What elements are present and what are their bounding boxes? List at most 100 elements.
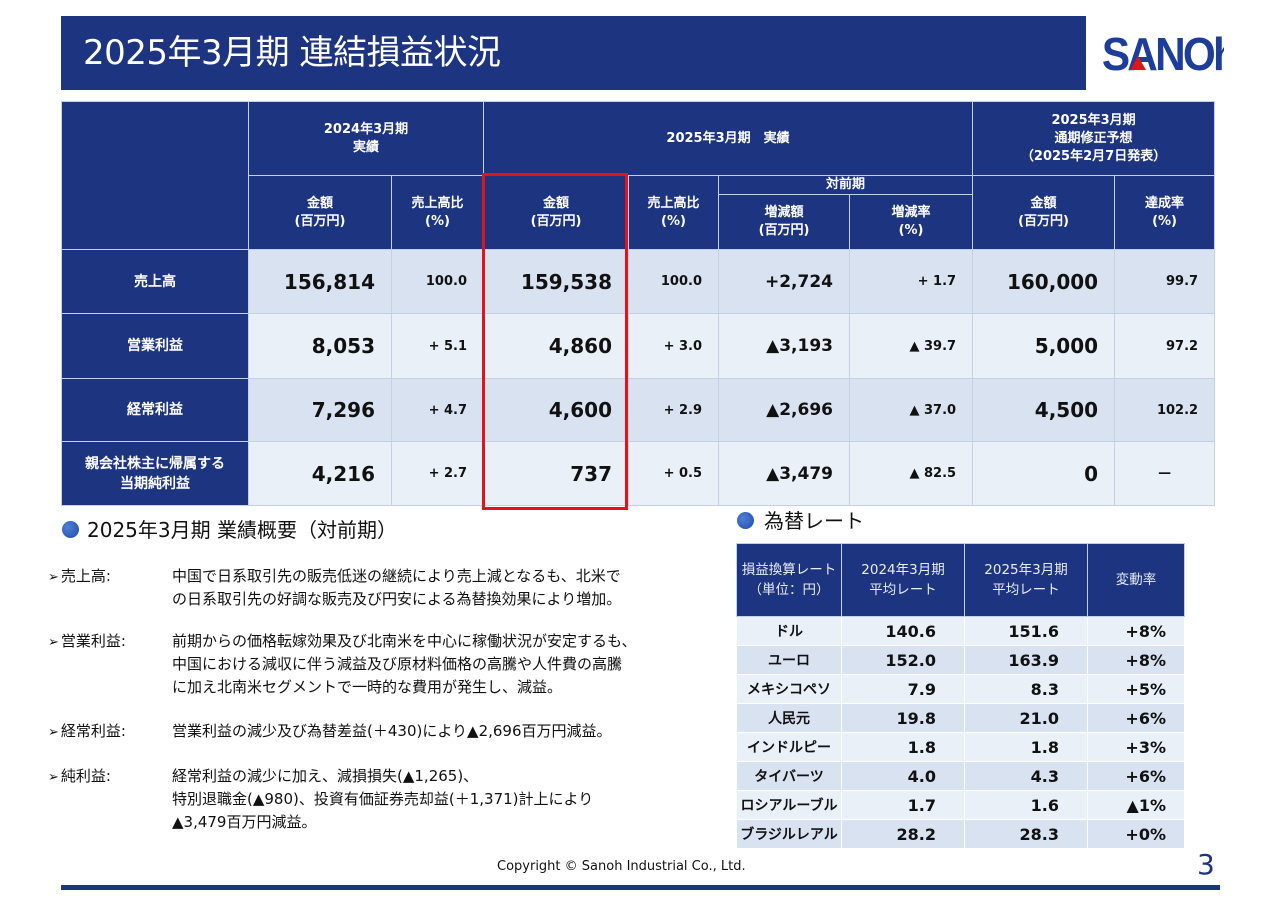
achievement: 97.2 <box>1114 313 1216 379</box>
arrow-bullet-icon: ➢ <box>48 770 59 785</box>
bullet-icon <box>62 521 79 538</box>
fx-row-inr: インドルピー 1.8 1.8 +3% <box>736 732 1185 762</box>
cur-rate: 151.6 <box>964 616 1088 646</box>
fc-amount: 0 <box>972 441 1116 506</box>
table-row-net-income: 親会社株主に帰属する 当期純利益 4,216 + 2.7 737 + 0.5 ▲3… <box>61 441 1216 506</box>
fc-amount: 4,500 <box>972 378 1116 442</box>
currency-name: インドルピー <box>736 732 842 762</box>
change-rate: +6% <box>1087 703 1185 733</box>
currency-name: メキシコペソ <box>736 674 842 704</box>
fc-amount: 160,000 <box>972 249 1116 314</box>
summary-heading: 2025年3月期 業績概要（対前期） <box>62 516 397 544</box>
fx-header-change: 変動率 <box>1087 543 1185 617</box>
cur-rate: 8.3 <box>964 674 1088 704</box>
bullet-icon <box>737 512 754 529</box>
fx-header-unit: 損益換算レート （単位：円） <box>736 543 842 617</box>
col-chg-amount: 増減額 (百万円) <box>720 195 851 249</box>
chg-amount: ▲3,479 <box>718 441 851 506</box>
change-rate: +0% <box>1087 819 1185 849</box>
col-achievement: 達成率 (%) <box>1114 175 1216 250</box>
prev-amount: 8,053 <box>248 313 392 379</box>
cur-ratio: 100.0 <box>628 249 720 314</box>
cur-rate: 21.0 <box>964 703 1088 733</box>
header-prev-year: 2024年3月期 実績 <box>247 101 485 176</box>
sanoh-logo: SANOh <box>1102 29 1224 76</box>
row-label: 営業利益 <box>61 313 249 379</box>
change-rate: +5% <box>1087 674 1185 704</box>
col-fc-amount: 金額 (百万円) <box>972 175 1116 250</box>
fx-row-eur: ユーロ 152.0 163.9 +8% <box>736 645 1185 675</box>
table-row-operating-income: 営業利益 8,053 + 5.1 4,860 + 3.0 ▲3,193 ▲ 39… <box>61 313 1216 379</box>
col-yoy-group: 対前期 増減額 (百万円) 増減率 (%) <box>718 175 974 250</box>
change-rate: +8% <box>1087 616 1185 646</box>
fx-rate-table: 損益換算レート （単位：円） 2024年3月期 平均レート 2025年3月期 平均レー… <box>736 543 1185 849</box>
prev-ratio: 100.0 <box>390 249 485 314</box>
cur-rate: 1.8 <box>964 732 1088 762</box>
chg-amount: +2,724 <box>718 249 851 314</box>
prev-rate: 19.8 <box>841 703 965 733</box>
fx-row-mxn: メキシコペソ 7.9 8.3 +5% <box>736 674 1185 704</box>
fx-header-prev: 2024年3月期 平均レート <box>841 543 965 617</box>
fc-amount: 5,000 <box>972 313 1116 379</box>
currency-name: タイバーツ <box>736 761 842 791</box>
footer-divider <box>61 885 1220 890</box>
currency-name: ブラジルレアル <box>736 819 842 849</box>
cur-rate: 4.3 <box>964 761 1088 791</box>
fx-row-brl: ブラジルレアル 28.2 28.3 +0% <box>736 819 1185 849</box>
table-row-sales: 売上高 156,814 100.0 159,538 100.0 +2,724 +… <box>61 249 1216 314</box>
fx-row-cny: 人民元 19.8 21.0 +6% <box>736 703 1185 733</box>
prev-rate: 140.6 <box>841 616 965 646</box>
change-rate: +6% <box>1087 761 1185 791</box>
col-cur-amount: 金額 (百万円) <box>483 175 630 250</box>
chg-rate: + 1.7 <box>849 249 974 314</box>
prev-amount: 4,216 <box>248 441 392 506</box>
summary-item-sales: ➢ 売上高: 中国で日系取引先の販売低迷の継続により売上減となるも、北米で の日系取… <box>48 567 622 608</box>
cur-ratio: + 0.5 <box>628 441 720 506</box>
prev-rate: 1.8 <box>841 732 965 762</box>
svg-text:SANOh: SANOh <box>1102 29 1224 76</box>
table-row-ordinary-income: 経常利益 7,296 + 4.7 4,600 + 2.9 ▲2,696 ▲ 37… <box>61 378 1216 442</box>
summary-item-operating-income: ➢ 営業利益: 前期からの価格転嫁効果及び北南米を中心に稼働状況が安定するも、 中国… <box>48 632 637 696</box>
row-label: 売上高 <box>61 249 249 314</box>
page-title: 2025年3月期 連結損益状況 <box>61 16 1086 90</box>
fx-row-rub: ロシアルーブル 1.7 1.6 ▲1% <box>736 790 1185 820</box>
prev-ratio: + 2.7 <box>390 441 485 506</box>
achievement: — <box>1114 441 1216 506</box>
page-number: 3 <box>1197 848 1215 881</box>
cur-amount: 159,538 <box>483 249 630 314</box>
copyright: Copyright © Sanoh Industrial Co., Ltd. <box>497 859 746 874</box>
arrow-bullet-icon: ➢ <box>48 570 59 585</box>
cur-rate: 163.9 <box>964 645 1088 675</box>
row-label: 親会社株主に帰属する 当期純利益 <box>61 441 249 506</box>
change-rate: +3% <box>1087 732 1185 762</box>
prev-rate: 152.0 <box>841 645 965 675</box>
prev-ratio: + 5.1 <box>390 313 485 379</box>
summary-item-net-income: ➢ 純利益: 経常利益の減少に加え、減損損失(▲1,265)、 特別退職金(▲980… <box>48 767 594 831</box>
achievement: 102.2 <box>1114 378 1216 442</box>
cur-amount: 737 <box>483 441 630 506</box>
cur-rate: 28.3 <box>964 819 1088 849</box>
cur-ratio: + 3.0 <box>628 313 720 379</box>
prev-rate: 28.2 <box>841 819 965 849</box>
cur-ratio: + 2.9 <box>628 378 720 442</box>
header-current-year: 2025年3月期 実績 <box>483 101 974 176</box>
chg-amount: ▲3,193 <box>718 313 851 379</box>
fx-row-usd: ドル 140.6 151.6 +8% <box>736 616 1185 646</box>
chg-rate: ▲ 82.5 <box>849 441 974 506</box>
col-chg-rate: 増減率 (%) <box>891 205 931 238</box>
col-prev-ratio: 売上高比 (%) <box>390 175 485 250</box>
change-rate: ▲1% <box>1087 790 1185 820</box>
prev-amount: 156,814 <box>248 249 392 314</box>
fx-row-thb: タイバーツ 4.0 4.3 +6% <box>736 761 1185 791</box>
consolidated-pl-table: 2024年3月期 実績 2025年3月期 実績 2025年3月期 通期修正予想 （20… <box>61 101 1216 506</box>
prev-ratio: + 4.7 <box>390 378 485 442</box>
prev-amount: 7,296 <box>248 378 392 442</box>
chg-rate: ▲ 37.0 <box>849 378 974 442</box>
row-label: 経常利益 <box>61 378 249 442</box>
chg-amount: ▲2,696 <box>718 378 851 442</box>
fx-heading: 為替レート <box>737 507 864 535</box>
header-forecast: 2025年3月期 通期修正予想 （2025年2月7日発表） <box>972 101 1216 176</box>
arrow-bullet-icon: ➢ <box>48 725 59 740</box>
col-prev-amount: 金額 (百万円) <box>248 175 392 250</box>
currency-name: ドル <box>736 616 842 646</box>
